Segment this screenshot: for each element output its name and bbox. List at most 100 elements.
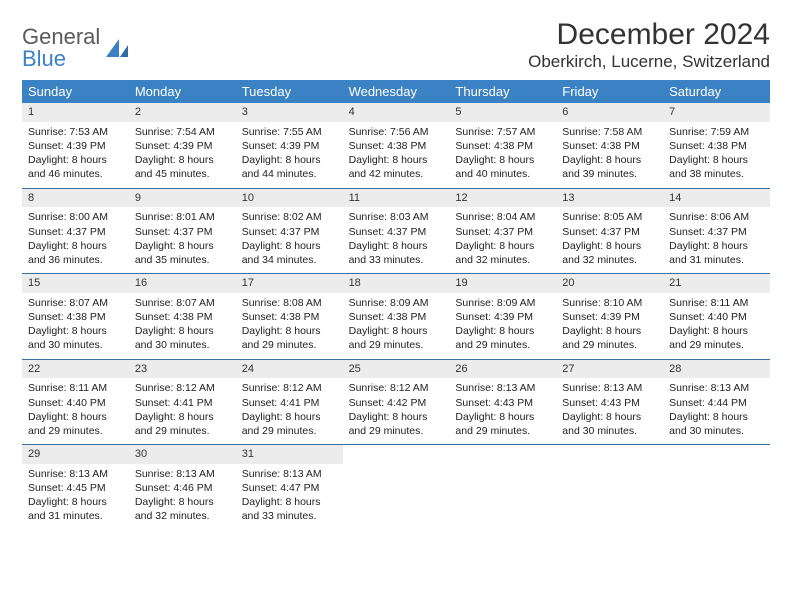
sunset-line: Sunset: 4:42 PM [349,396,444,410]
calendar-day-cell: 21 Sunrise: 8:11 AMSunset: 4:40 PMDayligh… [663,274,770,359]
daylight-line: Daylight: 8 hours and 29 minutes. [242,410,337,438]
daylight-line: Daylight: 8 hours and 36 minutes. [28,239,123,267]
sunset-line: Sunset: 4:38 PM [28,310,123,324]
sunset-line: Sunset: 4:37 PM [135,225,230,239]
sunset-line: Sunset: 4:43 PM [562,396,657,410]
sunset-line: Sunset: 4:38 PM [349,139,444,153]
calendar-day-cell: 10Sunrise: 8:02 AMSunset: 4:37 PMDayligh… [236,189,343,274]
brand-sail-icon [104,37,130,59]
calendar-day-cell: 1Sunrise: 7:53 AMSunset: 4:39 PMDaylight… [22,103,129,188]
weekday-label: Friday [556,80,663,103]
calendar-day-cell: 5Sunrise: 7:57 AMSunset: 4:38 PMDaylight… [449,103,556,188]
daylight-line: Daylight: 8 hours and 29 minutes. [349,324,444,352]
sunset-line: Sunset: 4:39 PM [562,310,657,324]
sunrise-line: Sunrise: 8:12 AM [242,381,337,395]
calendar-day-cell: 11Sunrise: 8:03 AMSunset: 4:37 PMDayligh… [343,189,450,274]
day-number: 21 [663,274,770,293]
day-number: 25 [343,360,450,379]
weekday-label: Monday [129,80,236,103]
calendar-day-cell: 7Sunrise: 7:59 AMSunset: 4:38 PMDaylight… [663,103,770,188]
sunset-line: Sunset: 4:40 PM [28,396,123,410]
daylight-line: Daylight: 8 hours and 32 minutes. [135,495,230,523]
calendar-day-cell: 31Sunrise: 8:13 AMSunset: 4:47 PMDayligh… [236,445,343,530]
sunset-line: Sunset: 4:38 PM [669,139,764,153]
daylight-line: Daylight: 8 hours and 30 minutes. [28,324,123,352]
daylight-line: Daylight: 8 hours and 30 minutes. [135,324,230,352]
sunset-line: Sunset: 4:37 PM [455,225,550,239]
daylight-line: Daylight: 8 hours and 29 minutes. [349,410,444,438]
daylight-line: Daylight: 8 hours and 33 minutes. [349,239,444,267]
calendar-day-cell: 20Sunrise: 8:10 AMSunset: 4:39 PMDayligh… [556,274,663,359]
sunrise-line: Sunrise: 8:02 AM [242,210,337,224]
sunset-line: Sunset: 4:38 PM [349,310,444,324]
calendar-day-cell: 13Sunrise: 8:05 AMSunset: 4:37 PMDayligh… [556,189,663,274]
sunset-line: Sunset: 4:43 PM [455,396,550,410]
calendar-day-cell: 2Sunrise: 7:54 AMSunset: 4:39 PMDaylight… [129,103,236,188]
day-number: 27 [556,360,663,379]
daylight-line: Daylight: 8 hours and 29 minutes. [562,324,657,352]
day-number: 6 [556,103,663,122]
daylight-line: Daylight: 8 hours and 30 minutes. [669,410,764,438]
sunset-line: Sunset: 4:41 PM [135,396,230,410]
calendar-week: 29Sunrise: 8:13 AMSunset: 4:45 PMDayligh… [22,444,770,530]
daylight-line: Daylight: 8 hours and 38 minutes. [669,153,764,181]
day-number: 19 [449,274,556,293]
calendar-week: 22Sunrise: 8:11 AMSunset: 4:40 PMDayligh… [22,359,770,445]
day-number: 24 [236,360,343,379]
day-number: 18 [343,274,450,293]
calendar-day-cell [556,445,663,530]
sunset-line: Sunset: 4:38 PM [455,139,550,153]
calendar-day-cell: 23Sunrise: 8:12 AMSunset: 4:41 PMDayligh… [129,360,236,445]
sunrise-line: Sunrise: 8:07 AM [28,296,123,310]
daylight-line: Daylight: 8 hours and 29 minutes. [455,324,550,352]
calendar-day-cell: 8Sunrise: 8:00 AMSunset: 4:37 PMDaylight… [22,189,129,274]
sunset-line: Sunset: 4:37 PM [242,225,337,239]
month-title: December 2024 [528,18,770,52]
sunset-line: Sunset: 4:38 PM [242,310,337,324]
sunset-line: Sunset: 4:38 PM [135,310,230,324]
calendar-day-cell: 16Sunrise: 8:07 AMSunset: 4:38 PMDayligh… [129,274,236,359]
sunrise-line: Sunrise: 8:13 AM [135,467,230,481]
calendar-day-cell: 25Sunrise: 8:12 AMSunset: 4:42 PMDayligh… [343,360,450,445]
weekday-label: Thursday [449,80,556,103]
sunrise-line: Sunrise: 8:00 AM [28,210,123,224]
daylight-line: Daylight: 8 hours and 39 minutes. [562,153,657,181]
daylight-line: Daylight: 8 hours and 29 minutes. [669,324,764,352]
daylight-line: Daylight: 8 hours and 40 minutes. [455,153,550,181]
weeks-container: 1Sunrise: 7:53 AMSunset: 4:39 PMDaylight… [22,103,770,530]
calendar-day-cell [663,445,770,530]
sunrise-line: Sunrise: 8:13 AM [669,381,764,395]
calendar-day-cell: 6Sunrise: 7:58 AMSunset: 4:38 PMDaylight… [556,103,663,188]
daylight-line: Daylight: 8 hours and 30 minutes. [562,410,657,438]
calendar-week: 8Sunrise: 8:00 AMSunset: 4:37 PMDaylight… [22,188,770,274]
brand-logo: General Blue [22,18,130,70]
sunset-line: Sunset: 4:41 PM [242,396,337,410]
day-number [343,445,450,449]
sunrise-line: Sunrise: 8:08 AM [242,296,337,310]
sunrise-line: Sunrise: 8:11 AM [669,296,764,310]
calendar-day-cell: 27 Sunrise: 8:13 AMSunset: 4:43 PMDayligh… [556,360,663,445]
sunrise-line: Sunrise: 8:13 AM [562,381,657,395]
daylight-line: Daylight: 8 hours and 45 minutes. [135,153,230,181]
daylight-line: Daylight: 8 hours and 29 minutes. [135,410,230,438]
sunset-line: Sunset: 4:40 PM [669,310,764,324]
day-number: 1 [22,103,129,122]
sunset-line: Sunset: 4:37 PM [669,225,764,239]
brand-word2: Blue [22,46,66,71]
sunset-line: Sunset: 4:47 PM [242,481,337,495]
brand-text: General Blue [22,26,100,70]
sunrise-line: Sunrise: 8:11 AM [28,381,123,395]
day-number: 28 [663,360,770,379]
calendar-day-cell: 28Sunrise: 8:13 AMSunset: 4:44 PMDayligh… [663,360,770,445]
daylight-line: Daylight: 8 hours and 31 minutes. [669,239,764,267]
day-number: 26 [449,360,556,379]
daylight-line: Daylight: 8 hours and 29 minutes. [242,324,337,352]
calendar-grid: Sunday Monday Tuesday Wednesday Thursday… [22,80,770,530]
daylight-line: Daylight: 8 hours and 42 minutes. [349,153,444,181]
day-number: 17 [236,274,343,293]
title-block: December 2024 Oberkirch, Lucerne, Switze… [528,18,770,72]
sunrise-line: Sunrise: 8:03 AM [349,210,444,224]
daylight-line: Daylight: 8 hours and 29 minutes. [28,410,123,438]
sunset-line: Sunset: 4:46 PM [135,481,230,495]
sunrise-line: Sunrise: 8:13 AM [28,467,123,481]
